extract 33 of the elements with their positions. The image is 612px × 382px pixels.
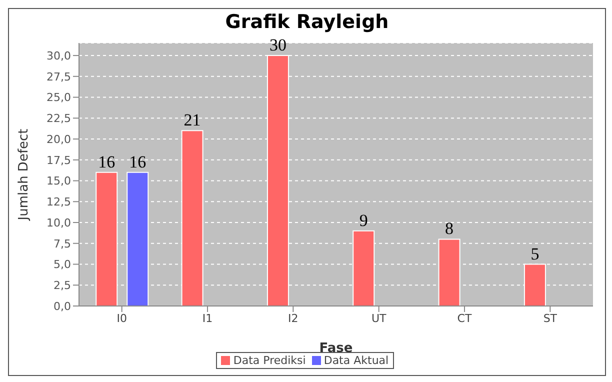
- bar: [438, 238, 460, 306]
- y-tick-label: 2,5: [54, 279, 71, 292]
- x-tick-label: I2: [288, 312, 298, 325]
- y-tick-label: 0,0: [54, 300, 71, 313]
- y-tick-label: 12,5: [46, 196, 71, 209]
- x-tick-label: UT: [371, 312, 386, 325]
- y-tick-label: 5,0: [54, 258, 71, 272]
- x-tick-label: I0: [116, 312, 127, 325]
- x-tick-label: CT: [457, 312, 472, 325]
- y-axis-title: Jumlah Defect: [16, 128, 32, 222]
- data-label: 30: [269, 36, 286, 55]
- data-label: 16: [98, 152, 116, 172]
- y-tick-label: 27,5: [46, 70, 71, 84]
- y-tick-label: 25,0: [46, 91, 71, 104]
- legend-label: Data Aktual: [322, 354, 389, 367]
- bar: [126, 172, 149, 306]
- y-tick-label: 7,5: [54, 237, 71, 250]
- data-label: 8: [445, 219, 454, 238]
- chart-title: Grafik Rayleigh: [224, 10, 390, 35]
- y-tick-label: 15,0: [46, 174, 71, 188]
- x-tick-label: I1: [202, 312, 213, 325]
- x-axis-title: Fase: [319, 341, 353, 356]
- data-label: 16: [129, 152, 146, 172]
- y-tick-label: 10,0: [46, 216, 71, 230]
- x-tick-label: ST: [543, 312, 558, 325]
- data-label: 9: [359, 210, 368, 230]
- data-label: 21: [184, 110, 201, 130]
- y-tick-label: 20,0: [46, 132, 71, 146]
- data-label: 5: [530, 244, 540, 264]
- legend-label: Data Prediksi: [232, 354, 306, 367]
- y-tick-label: 17,5: [46, 154, 71, 167]
- y-tick-label: 30,0: [46, 49, 71, 62]
- y-tick-label: 22,5: [46, 112, 71, 126]
